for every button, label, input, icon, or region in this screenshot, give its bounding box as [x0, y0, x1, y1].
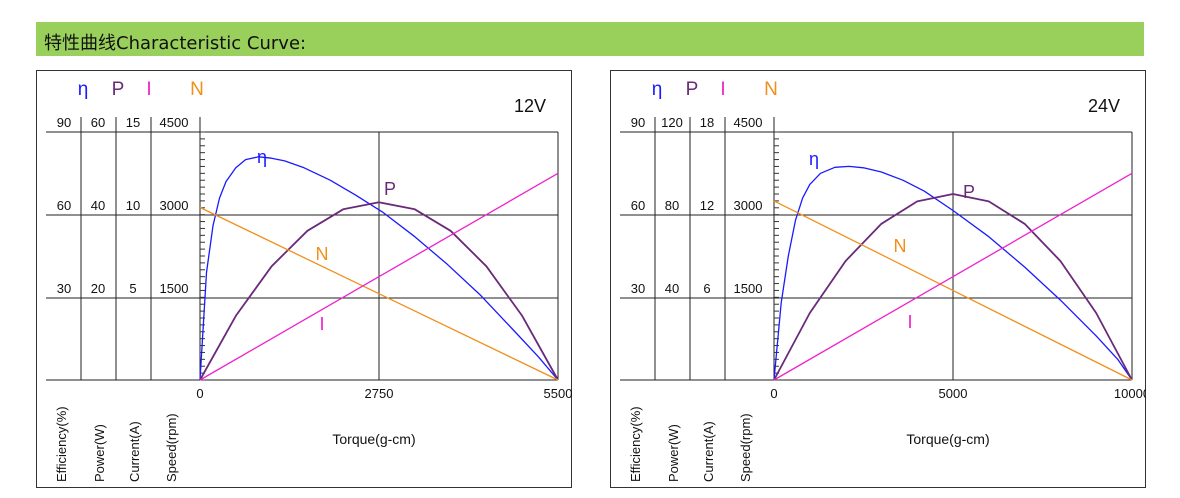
- power-axis-label: Power(W): [92, 424, 107, 482]
- page-title: 特性曲线Characteristic Curve:: [44, 33, 307, 54]
- voltage-label: 24V: [1088, 96, 1120, 116]
- speed-axis-label: Speed(rpm): [164, 413, 179, 482]
- efficiency-scale-tick: 30: [57, 281, 71, 296]
- speed-scale-tick: 4500: [160, 115, 189, 130]
- x-tick-label: 0: [196, 386, 203, 401]
- x-tick-label: 5500: [544, 386, 572, 401]
- current-series-label: I: [319, 314, 324, 334]
- speed-line: [199, 206, 559, 381]
- speed-axis-symbol: N: [190, 79, 204, 100]
- current-series-label: I: [907, 312, 912, 332]
- efficiency-series-label: η: [257, 147, 267, 167]
- speed-axis-symbol: N: [764, 79, 778, 100]
- power-axis-label: Power(W): [666, 424, 681, 482]
- current-axis-label: Current(A): [701, 421, 716, 482]
- x-tick-label: 2750: [365, 386, 394, 401]
- efficiency-scale-tick: 60: [57, 198, 71, 213]
- current-axis-label: Current(A): [127, 421, 142, 482]
- power-scale-tick: 40: [91, 198, 105, 213]
- current-line: [773, 172, 1133, 381]
- efficiency-series-label: η: [809, 149, 819, 169]
- efficiency-scale-tick: 30: [631, 281, 645, 296]
- header-bar: 特性曲线Characteristic Curve:: [36, 22, 1144, 56]
- power-axis-symbol: P: [686, 79, 699, 100]
- power-scale-tick: 60: [91, 115, 105, 130]
- current-scale-tick: 18: [700, 115, 714, 130]
- efficiency-scale-tick: 90: [631, 115, 645, 130]
- x-tick-label: 0: [770, 386, 777, 401]
- speed-scale-tick: 4500: [734, 115, 763, 130]
- chart-frame: [36, 70, 572, 488]
- power-scale-tick: 20: [91, 281, 105, 296]
- power-scale-tick: 120: [661, 115, 683, 130]
- current-scale-tick: 6: [703, 281, 710, 296]
- power-scale-tick: 40: [665, 281, 679, 296]
- voltage-label: 12V: [514, 96, 546, 116]
- speed-scale-tick: 3000: [734, 198, 763, 213]
- speed-series-label: N: [316, 244, 329, 264]
- power-curve: [773, 193, 1133, 381]
- efficiency-curve: [773, 165, 1133, 381]
- power-axis-symbol: P: [112, 79, 125, 100]
- x-axis-label: Torque(g-cm): [332, 431, 415, 447]
- x-tick-label: 10000: [1114, 386, 1146, 401]
- speed-scale-tick: 3000: [160, 198, 189, 213]
- current-axis-symbol: I: [720, 79, 725, 100]
- speed-line: [773, 200, 1133, 381]
- power-series-label: P: [384, 179, 396, 199]
- power-curve: [199, 201, 559, 381]
- efficiency-scale-tick: 90: [57, 115, 71, 130]
- current-scale-tick: 10: [126, 198, 140, 213]
- efficiency-axis-symbol: η: [652, 79, 663, 100]
- speed-axis-label: Speed(rpm): [738, 413, 753, 482]
- x-axis-label: Torque(g-cm): [906, 431, 989, 447]
- current-axis-symbol: I: [146, 79, 151, 100]
- current-scale-tick: 12: [700, 198, 714, 213]
- current-line: [199, 172, 559, 381]
- efficiency-curve: [199, 156, 559, 381]
- power-series-label: P: [963, 182, 975, 202]
- speed-scale-tick: 1500: [734, 281, 763, 296]
- current-scale-tick: 5: [129, 281, 136, 296]
- efficiency-axis-label: Efficiency(%): [628, 406, 643, 482]
- chart-frame: [610, 70, 1146, 488]
- power-scale-tick: 80: [665, 198, 679, 213]
- efficiency-axis-label: Efficiency(%): [54, 406, 69, 482]
- speed-series-label: N: [894, 236, 907, 256]
- x-tick-label: 5000: [939, 386, 968, 401]
- current-scale-tick: 15: [126, 115, 140, 130]
- efficiency-axis-symbol: η: [78, 79, 89, 100]
- efficiency-scale-tick: 60: [631, 198, 645, 213]
- speed-scale-tick: 1500: [160, 281, 189, 296]
